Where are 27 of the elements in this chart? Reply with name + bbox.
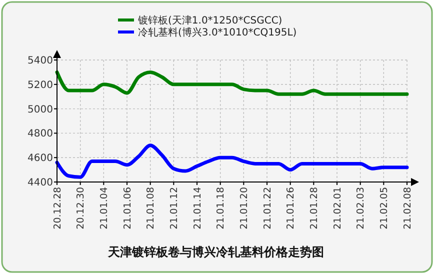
y-tick-label: 4800 bbox=[28, 128, 53, 140]
x-tick-label: 21.01.12 bbox=[168, 187, 180, 230]
x-tick-label: 21.02.05 bbox=[378, 187, 390, 230]
x-tick-label: 21.01.22 bbox=[262, 187, 274, 230]
x-tick-label: 20.12.28 bbox=[52, 187, 64, 230]
x-tick-label: 21.02.03 bbox=[356, 187, 367, 230]
y-tick-label: 5400 bbox=[28, 56, 53, 66]
x-tick-label: 21.02.01 bbox=[332, 187, 344, 230]
y-tick-label: 4400 bbox=[28, 178, 53, 188]
x-tick-label: 21.01.26 bbox=[286, 187, 297, 230]
x-tick-label: 21.01.28 bbox=[308, 187, 320, 230]
x-tick-label: 21.01.08 bbox=[146, 187, 157, 230]
y-tick-label: 4600 bbox=[28, 153, 53, 164]
x-tick-label: 21.01.14 bbox=[192, 187, 204, 230]
legend-label: 冷轧基料(博兴3.0*1010*CQ195L) bbox=[138, 26, 297, 38]
x-tick-label: 21.01.20 bbox=[238, 187, 250, 230]
legend-label: 镀锌板(天津1.0*1250*CSGCC) bbox=[137, 14, 282, 26]
line-series bbox=[55, 144, 409, 179]
x-tick-label: 20.12.30 bbox=[76, 187, 87, 230]
y-tick-label: 5000 bbox=[28, 104, 53, 116]
text: 天津镀锌板卷与博兴冷轧基料价格走势图 bbox=[107, 245, 324, 259]
x-tick-label: 21.01.18 bbox=[216, 187, 227, 230]
x-tick-label: 21.02.08 bbox=[402, 187, 414, 230]
line-series bbox=[55, 70, 409, 96]
x-tick-label: 21.01.04 bbox=[98, 187, 110, 230]
x-tick-label: 21.01.06 bbox=[122, 187, 134, 230]
y-tick-label: 5200 bbox=[28, 80, 53, 91]
